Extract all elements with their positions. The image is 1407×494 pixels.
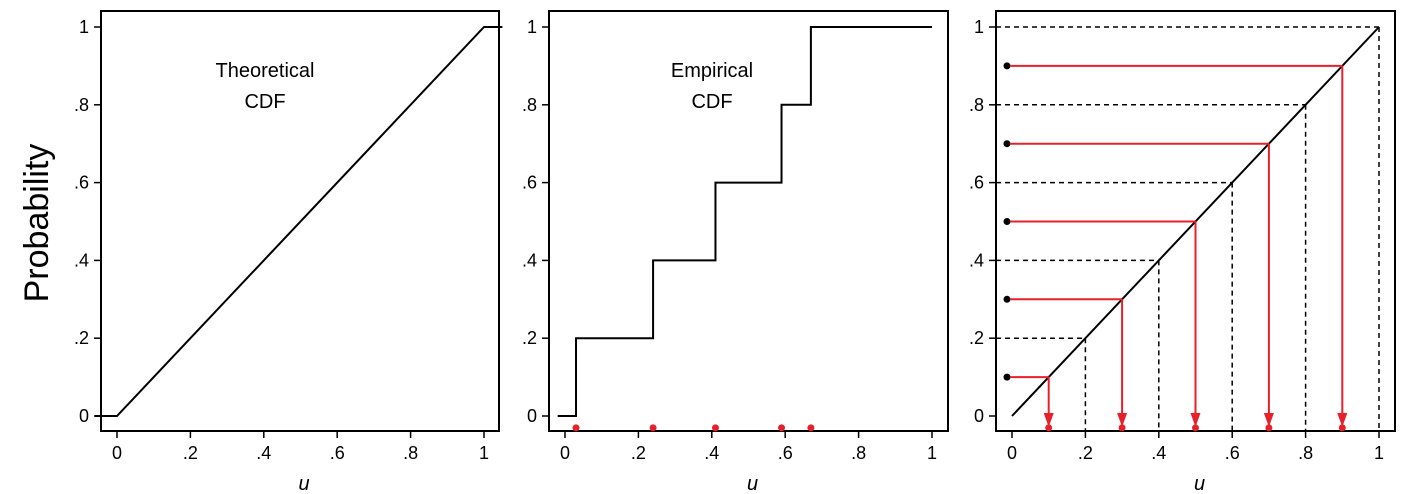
x-tick-label: .8 <box>1298 443 1313 463</box>
probability-point <box>1003 373 1011 381</box>
arrowhead <box>1263 413 1274 427</box>
y-tick-label: .8 <box>969 95 984 115</box>
y-tick-label: 1 <box>974 17 984 37</box>
x-tick-label: 1 <box>927 443 937 463</box>
x-tick-label: .2 <box>1078 443 1093 463</box>
x-tick-label: 0 <box>560 443 570 463</box>
y-tick-label: 0 <box>79 406 89 426</box>
y-tick-label: 1 <box>79 17 89 37</box>
sample-point <box>711 424 719 432</box>
y-tick-label: .4 <box>522 250 537 270</box>
arrowhead <box>1043 413 1054 427</box>
plot-frame <box>100 10 500 432</box>
sample-point <box>807 424 815 432</box>
x-tick-label: .8 <box>403 443 418 463</box>
x-axis-label: u <box>1194 473 1205 494</box>
probability-point <box>1003 295 1011 303</box>
probability-point <box>1003 62 1011 70</box>
x-tick-label: .2 <box>631 443 646 463</box>
y-tick-label: .6 <box>522 173 537 193</box>
y-tick-label: .2 <box>522 328 537 348</box>
arrowhead <box>1117 413 1128 427</box>
panel-theoretical-cdf: Theoretical CDF u 0 .2 .4 .6 .8 1 0 .2 .4 .6 .8 1 <box>74 10 503 494</box>
y-axis-label: Probability <box>18 144 56 303</box>
x-tick-label: 0 <box>112 443 122 463</box>
y-tick-label: 0 <box>974 406 984 426</box>
empirical-cdf-step-line <box>557 26 932 417</box>
y-tick-label: .4 <box>969 250 984 270</box>
x-tick-label: .6 <box>1225 443 1240 463</box>
x-tick-label: .4 <box>256 443 271 463</box>
y-tick-label: .4 <box>74 250 89 270</box>
probability-point <box>1003 218 1011 225</box>
sample-point <box>1338 424 1346 432</box>
y-tick-label: .8 <box>522 95 537 115</box>
cdf-line <box>94 26 503 417</box>
x-tick-label: .4 <box>704 443 719 463</box>
annotation-line-2: CDF <box>691 91 732 113</box>
arrowhead <box>1190 413 1201 427</box>
sample-point <box>1045 424 1053 432</box>
x-tick-label: .6 <box>330 443 345 463</box>
sample-point <box>1118 424 1126 432</box>
panel-inverse-transform: u 0 .2 .4 .6 .8 1 0 .2 .4 .6 .8 1 <box>969 10 1396 494</box>
sample-point <box>1265 424 1273 432</box>
arrowhead <box>1337 413 1348 427</box>
annotation-line-1: Theoretical <box>216 60 315 82</box>
panel-empirical-cdf: Empirical CDF u 0 .2 .4 .6 .8 1 0 .2 .4 .6 .8 1 <box>522 10 949 494</box>
y-tick-label: .8 <box>74 95 89 115</box>
annotation-line-2: CDF <box>244 91 285 113</box>
x-tick-label: .4 <box>1151 443 1166 463</box>
x-tick-label: 1 <box>479 443 489 463</box>
y-tick-label: 1 <box>527 17 537 37</box>
x-tick-label: 0 <box>1007 443 1017 463</box>
y-tick-label: 0 <box>527 406 537 426</box>
sample-point <box>649 424 657 432</box>
probability-point <box>1003 140 1011 148</box>
sample-point <box>572 424 580 432</box>
x-tick-label: .2 <box>183 443 198 463</box>
annotation-line-1: Empirical <box>671 60 753 82</box>
sample-point <box>1192 424 1199 432</box>
x-axis-label: u <box>298 473 309 494</box>
y-tick-label: .2 <box>74 328 89 348</box>
x-axis-label: u <box>747 473 758 494</box>
y-tick-label: .2 <box>969 328 984 348</box>
plot-frame <box>548 10 949 432</box>
y-tick-label: .6 <box>74 173 89 193</box>
x-tick-label: .6 <box>778 443 793 463</box>
sample-point <box>778 424 786 432</box>
y-tick-label: .6 <box>969 173 984 193</box>
x-tick-label: 1 <box>1374 443 1384 463</box>
x-tick-label: .8 <box>851 443 866 463</box>
